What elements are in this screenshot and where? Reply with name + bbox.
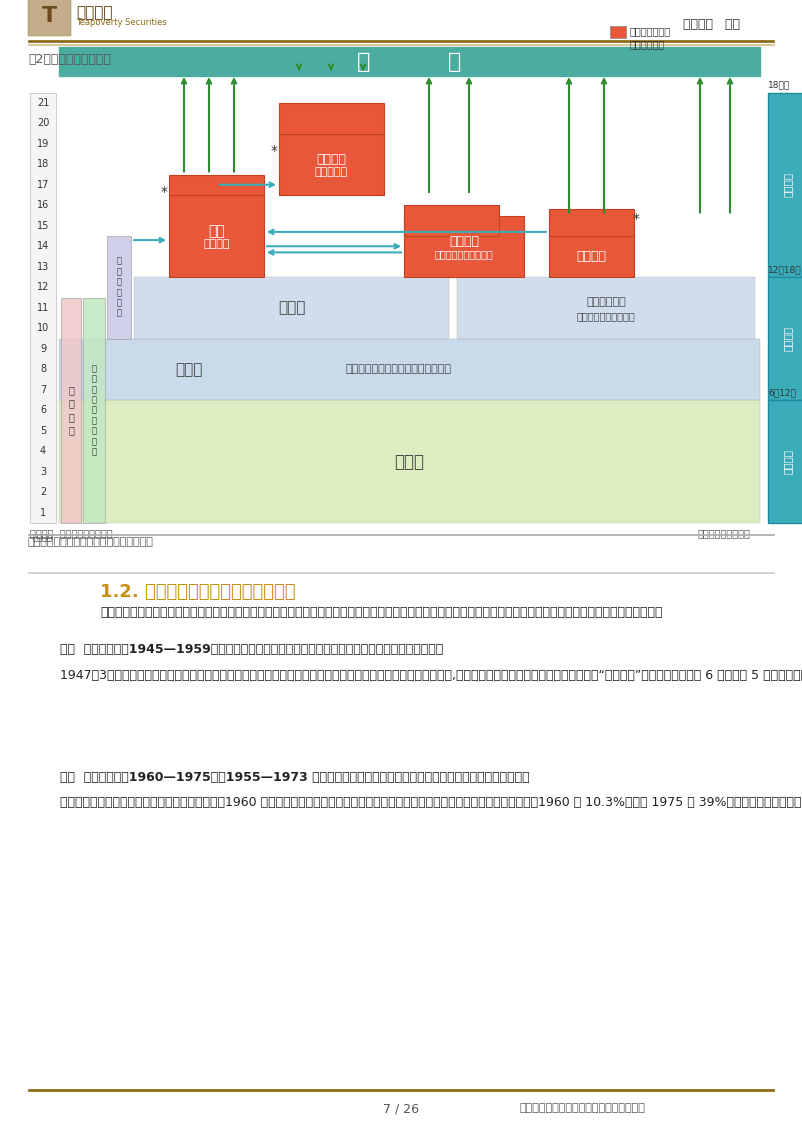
Text: 高等教育: 高等教育 [783,172,793,197]
Text: 插班入学是一个例子: 插班入学是一个例子 [697,528,750,538]
Bar [83,298,105,523]
Text: *: * [633,212,639,225]
Text: 一、  制度确立期（1945—1959年）：日本二战后高等教育政策是在外部力量的主导下制定和实施的。: 一、 制度确立期（1945—1959年）：日本二战后高等教育政策是在外部力量的主… [60,644,444,656]
Bar [549,236,634,276]
Text: 在韩涛、胡楠《二战后日本高等教育政策的演变路径及其启示》中，将战后日本高等教育发展分为了四个阶段：制度确立期、急速发展期、停滞调整期和二次扩张期。: 在韩涛、胡楠《二战后日本高等教育政策的演变路径及其启示》中，将战后日本高等教育发… [100,606,662,619]
Bar [59,400,760,523]
Text: 小　学: 小 学 [395,452,424,470]
Text: 17: 17 [37,180,49,189]
Text: 1947年3月，日本政府在联合国占领军最高司令部美国顾问团的授意下，颁布了《教育基本法》和《学校教育法》,其核心便是日本的学制改革，废除了原有的“六五三三”学制: 1947年3月，日本政府在联合国占领军最高司令部美国顾问团的授意下，颁布了《教育… [60,668,802,682]
Text: 7: 7 [40,385,47,394]
Text: 高等专修学校: 高等专修学校 [586,297,626,307]
Bar [457,276,755,339]
Bar [134,276,449,339]
Text: 9: 9 [40,343,46,353]
Text: 1: 1 [40,508,46,518]
Text: 18岁～: 18岁～ [768,80,790,90]
Bar [768,93,802,276]
Text: 研究生院: 研究生院 [317,153,346,165]
Text: 13: 13 [37,262,49,272]
Bar [549,210,634,236]
Bar [404,205,499,236]
Text: 21: 21 [37,97,49,108]
Text: 专
修
学
校
・
一
般
课
程: 专 修 学 校 ・ 一 般 课 程 [91,364,96,457]
Bar [279,134,384,195]
Text: 20: 20 [37,118,49,128]
Bar [28,0,70,35]
Text: 10: 10 [37,323,49,333]
Text: 留学生可报读的
高等教育机构: 留学生可报读的 高等教育机构 [630,26,671,50]
Bar [610,26,626,39]
Text: 短期大学: 短期大学 [577,250,606,263]
Bar [59,48,760,76]
Bar [404,215,524,276]
Text: 4: 4 [40,446,46,457]
Text: 初　中: 初 中 [176,361,203,377]
Bar [28,0,70,35]
Text: 6: 6 [40,406,46,416]
Text: 2: 2 [40,487,47,497]
Text: 修学年数: 修学年数 [33,534,53,543]
Text: 3: 3 [40,467,46,477]
Text: （亦也有初中、高中一贯制学校。）: （亦也有初中、高中一贯制学校。） [346,364,452,374]
Text: *: * [160,185,168,199]
Text: 7 / 26: 7 / 26 [383,1104,419,1116]
Text: 高　中: 高 中 [277,300,306,315]
Bar [59,339,760,400]
Text: 6～12岁: 6～12岁 [768,387,796,397]
Text: Teapoverty Securities: Teapoverty Securities [76,18,167,27]
Text: （专修学校高等课程）: （专修学校高等课程） [577,310,635,321]
Text: *: * [270,144,277,159]
Text: 资料来源：嘉华世达国际教育，德邦研究所: 资料来源：嘉华世达国际教育，德邦研究所 [28,537,154,547]
Text: （本科）: （本科） [203,239,229,249]
Text: 高
等
专
门
学
校: 高 等 专 门 学 校 [116,257,121,317]
Bar [107,236,131,339]
Text: 社          会: 社 会 [358,52,462,71]
Bar [768,400,802,523]
Text: 行业深度   教育: 行业深度 教育 [683,18,740,31]
Text: 各
种
学
校: 各 种 学 校 [68,385,74,435]
Text: 12: 12 [37,282,49,292]
Text: 19: 19 [37,138,49,148]
Text: 15: 15 [37,221,49,231]
Bar [28,1089,774,1091]
Bar [169,195,264,276]
Text: 14: 14 [37,241,49,252]
Text: 专门学校: 专门学校 [449,235,479,248]
Text: 二、  急速发展期（1960—1975）：1955—1973 年日本经济实现高速增长，日本高等教育也随之迎来急速发展期。: 二、 急速发展期（1960—1975）：1955—1973 年日本经济实现高速增… [60,770,529,784]
Text: T: T [42,6,57,26]
Text: 5: 5 [40,426,47,436]
Text: （专修学校专门课程）: （专修学校专门课程） [435,249,493,259]
Text: 1.2. 二战后日本高等教育发展四阶段: 1.2. 二战后日本高等教育发展四阶段 [100,583,295,600]
Bar [28,40,774,42]
Text: 修学年数  带＊号的为专攻科。: 修学年数 带＊号的为专攻科。 [30,528,112,538]
Bar [169,174,264,195]
Bar [30,93,56,523]
Bar [279,103,384,134]
Bar [61,298,81,523]
Text: 12～18岁: 12～18岁 [768,265,802,274]
Bar [768,276,802,400]
Text: 大学: 大学 [209,224,225,238]
Text: 11: 11 [37,303,49,313]
Text: 图2：日本高等教育体系: 图2：日本高等教育体系 [28,53,111,66]
Text: 16: 16 [37,201,49,211]
Text: 德邦证券: 德邦证券 [76,5,112,20]
Text: 18: 18 [37,160,49,169]
Text: 加之人才市场的需求扩大与第一次生育潮的到来，1960 年代日本社会对高等教育的需求激增。根据日本文部科学省，日本高等教育升学率从1960 年 10.3%提升至 : 加之人才市场的需求扩大与第一次生育潮的到来，1960 年代日本社会对高等教育的需… [60,796,802,809]
Text: （大学院）: （大学院） [315,168,348,177]
Text: 请务必阅读正文之后的信息披露和法律声明: 请务必阅读正文之后的信息披露和法律声明 [520,1104,646,1113]
Text: 初等教育: 初等教育 [783,449,793,474]
Text: 8: 8 [40,364,46,374]
Text: 中等教育: 中等教育 [783,326,793,351]
